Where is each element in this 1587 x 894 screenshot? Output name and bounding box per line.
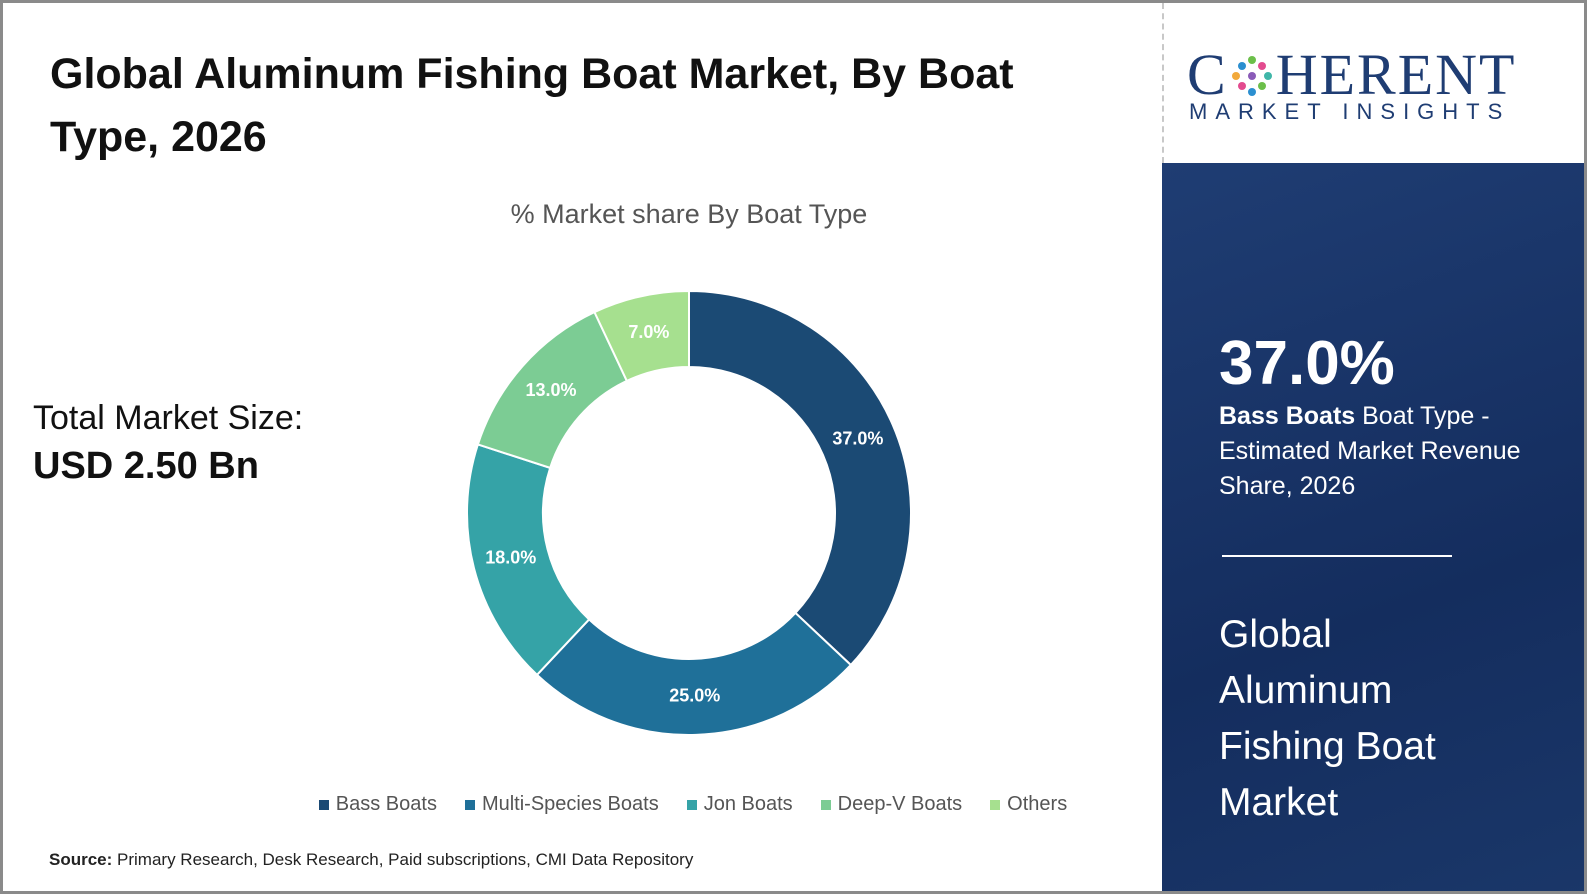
highlight-heading: Global Aluminum Fishing Boat Market	[1219, 613, 1436, 824]
data-label: 18.0%	[485, 548, 536, 568]
logo-tagline: MARKET INSIGHTS	[1189, 99, 1511, 124]
market-size-value: USD 2.50 Bn	[33, 445, 259, 487]
highlight-text: Bass Boats Boat Type - Estimated Market …	[1219, 399, 1529, 504]
source-text: Primary Research, Desk Research, Paid su…	[117, 850, 694, 869]
legend-swatch	[318, 800, 329, 810]
source: Source: Primary Research, Desk Research,…	[49, 850, 693, 870]
highlight-segment: Bass Boats	[1219, 402, 1356, 430]
highlight-desc: Boat Type - Estimated Market Revenue Sha…	[1219, 402, 1521, 500]
logo-dots	[1231, 56, 1272, 96]
market-size-label: Total Market Size:	[33, 399, 304, 437]
chart-subtitle: % Market share By Boat Type	[510, 199, 868, 229]
data-label: 7.0%	[628, 322, 669, 342]
rule	[1222, 555, 1452, 557]
legend-swatch	[820, 800, 831, 810]
legend-label: Deep-V Boats	[837, 793, 963, 815]
donut-slice	[593, 289, 690, 383]
divider	[1162, 3, 1164, 163]
legend-label: Jon Boats	[703, 793, 793, 815]
legend-label: Others	[1007, 793, 1068, 815]
legend-item: Deep-V Boats	[820, 793, 963, 816]
legend-item: Others	[990, 793, 1067, 816]
legend-label: Bass Boats	[335, 793, 437, 815]
legend-item: Bass Boats	[318, 793, 437, 816]
logo-start: C	[1187, 42, 1228, 107]
legend-swatch	[464, 800, 475, 810]
legend-swatch	[686, 800, 697, 810]
legend-item: Multi-Species Boats	[464, 793, 659, 816]
highlight-value: 37.0%	[1219, 329, 1395, 398]
legend-label: Multi-Species Boats	[481, 793, 659, 815]
data-label: 13.0%	[525, 380, 576, 400]
donut-slice	[688, 289, 912, 667]
data-label: 25.0%	[669, 686, 720, 706]
donut-chart: 37.0% 25.0% 18.0% 13.0% 7.0%	[466, 289, 912, 736]
legend: Bass Boats Multi-Species Boats Jon Boats De…	[3, 793, 1383, 816]
donut-slice	[535, 611, 853, 736]
chart-title: Global Aluminum Fishing Boat Market, By …	[50, 50, 1014, 161]
logo-name: C HERENT	[1187, 41, 1516, 108]
data-label: 37.0%	[832, 429, 883, 449]
side-panel	[1162, 163, 1584, 891]
legend-swatch	[990, 800, 1001, 810]
source-label: Source:	[49, 850, 113, 869]
legend-item: Jon Boats	[686, 793, 793, 816]
logo-end: HERENT	[1275, 42, 1517, 107]
